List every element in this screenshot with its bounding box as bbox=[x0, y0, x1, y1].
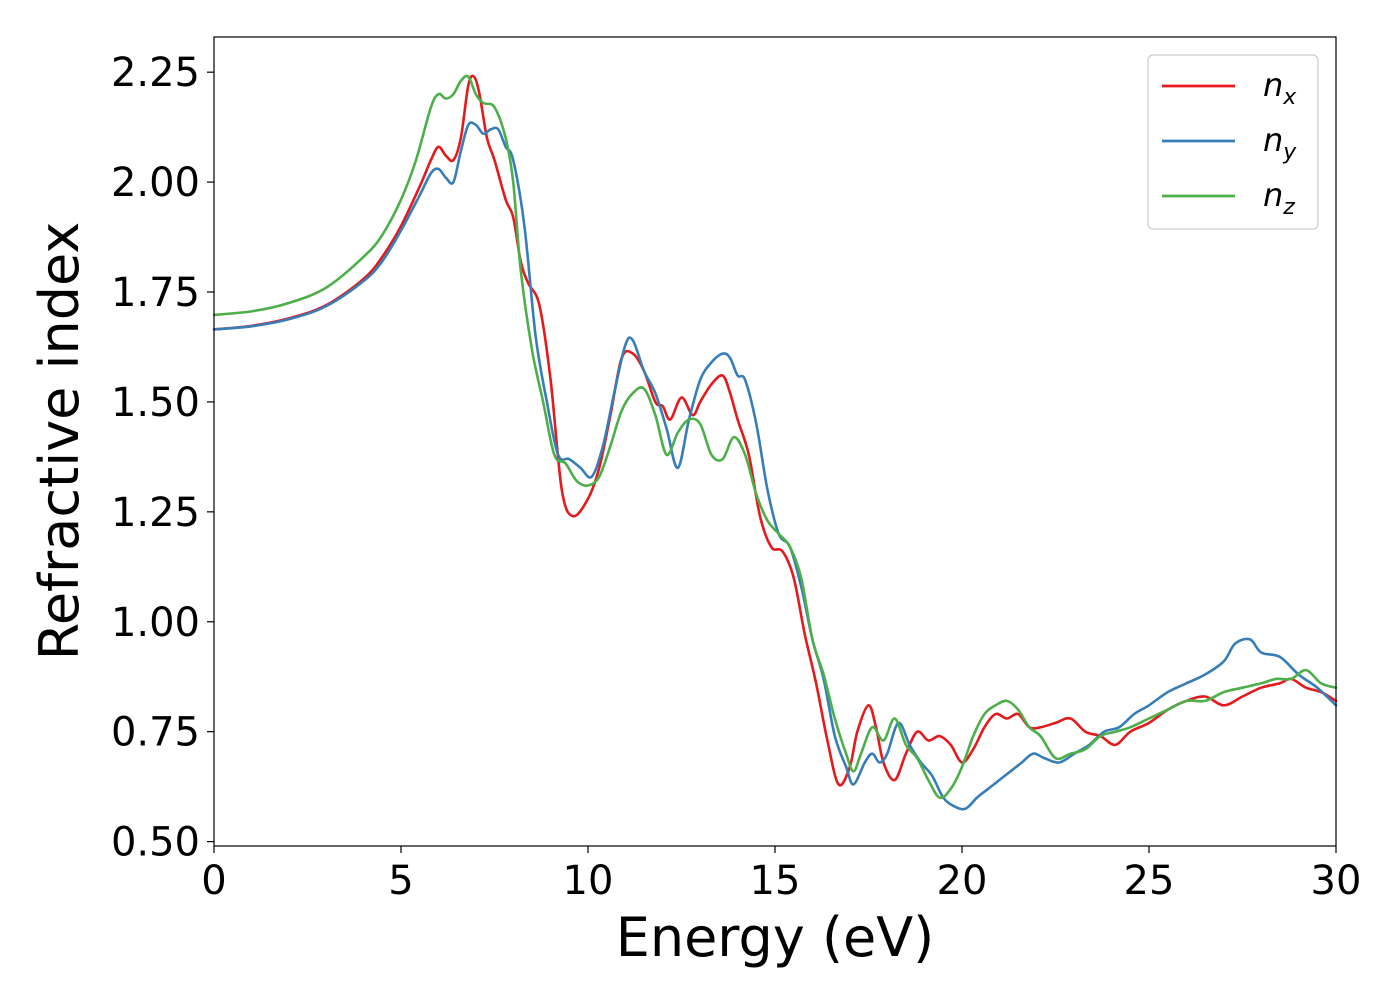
x-tick-label: 30 bbox=[1311, 858, 1362, 904]
series-line-nz bbox=[212, 74, 1338, 800]
y-tick-label: 1.50 bbox=[111, 380, 200, 426]
x-tick-label: 0 bbox=[201, 858, 226, 904]
y-tick-label: 2.25 bbox=[111, 50, 200, 96]
x-tick-label: 20 bbox=[937, 858, 988, 904]
x-axis-title: Energy (eV) bbox=[616, 906, 935, 969]
y-tick-label: 0.50 bbox=[111, 820, 200, 866]
y-axis: 0.50 0.75 1.00 1.25 1.50 1.75 2.00 2.25 bbox=[111, 50, 214, 866]
y-tick-label: 1.00 bbox=[111, 600, 200, 646]
y-axis-title: Refractive index bbox=[28, 222, 91, 661]
y-tick-label: 1.75 bbox=[111, 270, 200, 316]
legend-subscript: z bbox=[1282, 195, 1295, 220]
x-tick-label: 15 bbox=[750, 858, 801, 904]
x-axis: 0 5 10 15 20 25 30 bbox=[201, 846, 1361, 904]
legend-subscript: x bbox=[1282, 85, 1297, 110]
x-tick-label: 5 bbox=[388, 858, 413, 904]
x-tick-label: 25 bbox=[1124, 858, 1175, 904]
series-line-nx bbox=[212, 74, 1338, 787]
y-tick-label: 1.25 bbox=[111, 490, 200, 536]
y-tick-label: 2.00 bbox=[111, 160, 200, 206]
legend-subscript: y bbox=[1282, 140, 1297, 165]
y-tick-label: 0.75 bbox=[111, 710, 200, 756]
x-tick-label: 10 bbox=[563, 858, 614, 904]
plot-lines bbox=[212, 74, 1338, 811]
